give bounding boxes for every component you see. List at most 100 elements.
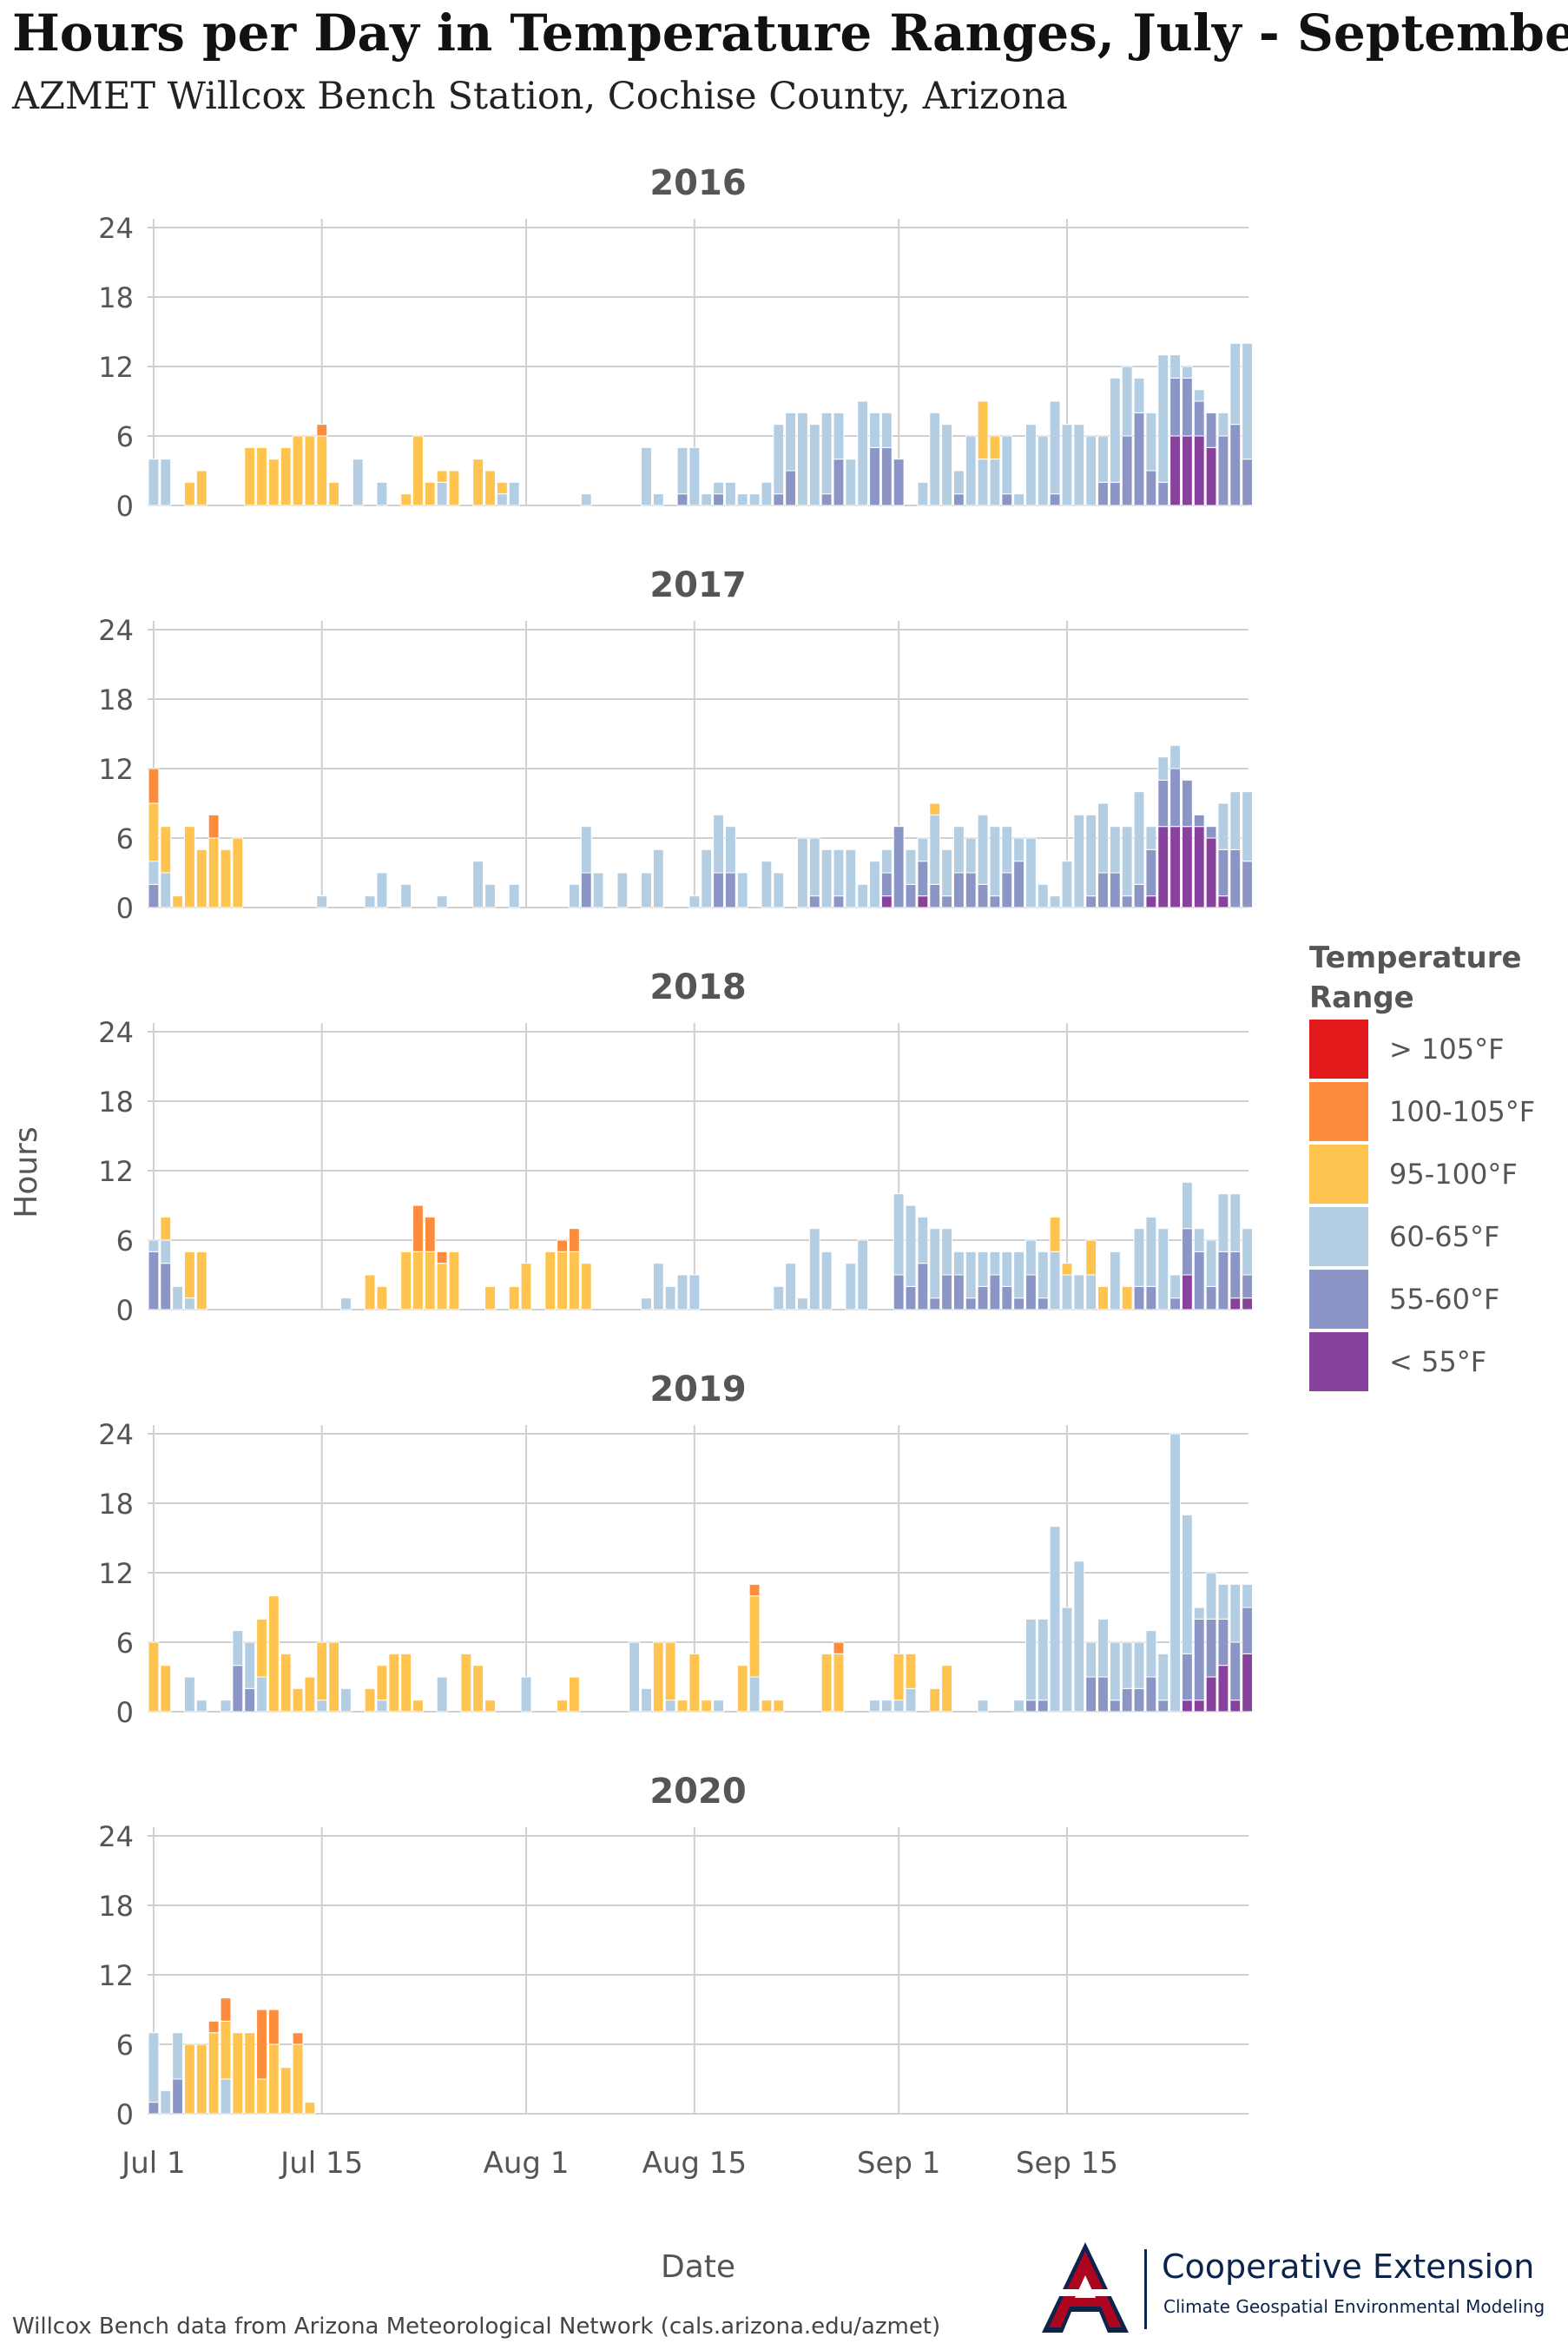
bar-segment (1097, 1676, 1109, 1713)
y-tick-label: 0 (116, 892, 134, 925)
bar-segment (833, 412, 845, 460)
bar-segment (232, 2032, 244, 2115)
bar-segment (1242, 1297, 1254, 1310)
legend-item: > 105°F (1309, 1018, 1535, 1080)
bar-segment (952, 470, 965, 495)
bar-segment (1145, 1216, 1157, 1287)
bar-segment (977, 400, 989, 460)
bar-segment (808, 424, 820, 506)
faceted-bar-chart: 2016061218242017061218242018061218242019… (9, 163, 1254, 2285)
bar-segment (1229, 1583, 1242, 1643)
bar-segment (160, 1239, 172, 1264)
bar-segment (869, 1700, 880, 1713)
bar-segment (1133, 1641, 1145, 1689)
bar-segment (568, 1251, 580, 1310)
bar-segment (1097, 435, 1109, 483)
bar-segment (880, 412, 893, 448)
chart-title: Hours per Day in Temperature Ranges, Jul… (12, 3, 1568, 63)
legend-swatch (1309, 1082, 1368, 1141)
bar-segment (148, 2032, 160, 2103)
bar-segment (280, 2067, 292, 2115)
y-tick-label: 0 (116, 1696, 134, 1729)
bar-segment (1181, 1181, 1193, 1230)
bar-segment (869, 861, 880, 908)
bar-segment (1242, 342, 1254, 460)
bar-segment (1157, 481, 1169, 506)
bar-segment (1217, 895, 1229, 908)
bar-segment (893, 1653, 905, 1701)
bar-segment (1097, 1285, 1109, 1310)
bar-segment (1001, 826, 1013, 874)
bar-segment (184, 1297, 195, 1310)
bar-segment (905, 1653, 917, 1689)
bar-segment (941, 1228, 952, 1276)
bar-segment (641, 446, 652, 506)
legend-label: 60-65°F (1389, 1220, 1500, 1253)
bar-segment (184, 2043, 195, 2115)
bar-segment (1145, 1630, 1157, 1678)
bar-segment (1242, 1274, 1254, 1299)
bar-segment (484, 1285, 496, 1310)
bar-segment (160, 1665, 172, 1713)
bar-segment (172, 2078, 184, 2115)
bar-segment (412, 1251, 424, 1310)
bar-segment (1205, 1676, 1217, 1713)
bar-segment (195, 2043, 208, 2115)
bar-segment (568, 1676, 580, 1713)
bar-segment (1049, 895, 1061, 908)
bar-segment (857, 883, 869, 908)
bar-segment (1242, 791, 1254, 862)
bar-segment (412, 1205, 424, 1252)
panel-2018: 2018 0 6 12 18 24 (98, 967, 1254, 1327)
y-tick-label: 18 (98, 1086, 134, 1119)
legend-swatch (1309, 1145, 1368, 1204)
bar-segment (1181, 435, 1193, 506)
bar-segment (304, 2102, 316, 2115)
bar-segment (1229, 1641, 1242, 1701)
bar-segment (1193, 435, 1205, 506)
bar-segment (1097, 802, 1109, 874)
bar-segment (1073, 424, 1085, 506)
bar-segment (460, 1653, 472, 1713)
y-tick-label: 6 (116, 1225, 134, 1258)
bar-segment (1121, 1687, 1133, 1713)
bar-segment (941, 424, 952, 506)
bar-segment (1205, 1572, 1217, 1620)
bar-segment (736, 1665, 748, 1713)
bar-segment (1242, 1653, 1254, 1713)
bar-segment (508, 1285, 520, 1310)
bar-segment (833, 459, 845, 506)
bar-segment (941, 1274, 952, 1310)
bar-segment (1205, 446, 1217, 506)
bar-segment (208, 837, 220, 908)
bar-segment (244, 446, 256, 506)
bar-segment (917, 837, 929, 862)
bar-segment (232, 1665, 244, 1713)
bar-segment (761, 861, 773, 908)
bar-segment (929, 814, 941, 885)
bar-segment (316, 435, 328, 506)
bar-segment (676, 446, 688, 495)
bar-segment (701, 493, 713, 506)
bar-segment (1013, 493, 1025, 506)
bar-segment (195, 470, 208, 506)
bar-segment (941, 895, 952, 908)
bar-segment (436, 1251, 448, 1264)
bar-segment (1133, 1687, 1145, 1713)
bar-segment (256, 2009, 267, 2080)
bar-segment (1133, 1285, 1145, 1310)
bar-segment (808, 1228, 820, 1310)
bar-segment (292, 1687, 304, 1713)
bar-segment (1061, 1607, 1073, 1713)
bar-segment (1109, 377, 1121, 483)
y-tick-label: 12 (98, 1959, 134, 1992)
bar-segment (917, 895, 929, 908)
bar-segment (148, 459, 160, 506)
bar-segment (148, 768, 160, 804)
bar-segment (496, 481, 508, 495)
bar-segment (664, 1700, 676, 1713)
y-tick-label: 0 (116, 490, 134, 523)
university-a-logo-icon (1042, 2242, 1129, 2333)
x-tick-label: Jul 15 (279, 2146, 363, 2181)
bar-segment (713, 481, 724, 495)
